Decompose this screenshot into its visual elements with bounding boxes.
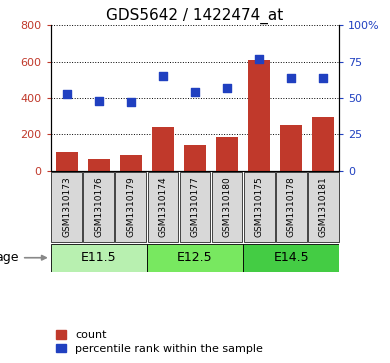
FancyBboxPatch shape: [276, 172, 307, 242]
Bar: [216, 137, 238, 171]
Point: [192, 89, 198, 95]
FancyBboxPatch shape: [243, 244, 339, 272]
Text: GSM1310180: GSM1310180: [223, 176, 232, 237]
FancyBboxPatch shape: [147, 172, 178, 242]
FancyBboxPatch shape: [180, 172, 210, 242]
Text: age: age: [0, 251, 19, 264]
Title: GDS5642 / 1422474_at: GDS5642 / 1422474_at: [106, 8, 284, 24]
Point: [96, 98, 102, 104]
FancyBboxPatch shape: [244, 172, 275, 242]
Text: GSM1310177: GSM1310177: [190, 176, 200, 237]
Text: E11.5: E11.5: [81, 251, 117, 264]
FancyBboxPatch shape: [115, 172, 146, 242]
Text: GSM1310173: GSM1310173: [62, 176, 71, 237]
Point: [160, 73, 166, 79]
Text: E12.5: E12.5: [177, 251, 213, 264]
Bar: [248, 60, 270, 171]
FancyBboxPatch shape: [51, 244, 147, 272]
Point: [320, 75, 326, 81]
FancyBboxPatch shape: [308, 172, 339, 242]
Bar: [280, 125, 302, 171]
Bar: [312, 117, 335, 171]
Bar: [184, 145, 206, 171]
FancyBboxPatch shape: [51, 172, 82, 242]
FancyBboxPatch shape: [147, 244, 243, 272]
Text: GSM1310181: GSM1310181: [319, 176, 328, 237]
Bar: [88, 159, 110, 171]
FancyBboxPatch shape: [212, 172, 243, 242]
Text: GSM1310178: GSM1310178: [287, 176, 296, 237]
Point: [256, 56, 262, 62]
Legend: count, percentile rank within the sample: count, percentile rank within the sample: [56, 330, 263, 354]
Point: [224, 85, 230, 91]
Bar: [55, 152, 78, 171]
Bar: [120, 155, 142, 171]
Text: GSM1310179: GSM1310179: [126, 176, 135, 237]
Point: [288, 75, 294, 81]
Point: [128, 99, 134, 105]
Text: GSM1310175: GSM1310175: [255, 176, 264, 237]
Text: E14.5: E14.5: [273, 251, 309, 264]
Text: GSM1310174: GSM1310174: [158, 176, 167, 237]
Point: [64, 91, 70, 97]
Bar: [152, 127, 174, 171]
Text: GSM1310176: GSM1310176: [94, 176, 103, 237]
FancyBboxPatch shape: [83, 172, 114, 242]
